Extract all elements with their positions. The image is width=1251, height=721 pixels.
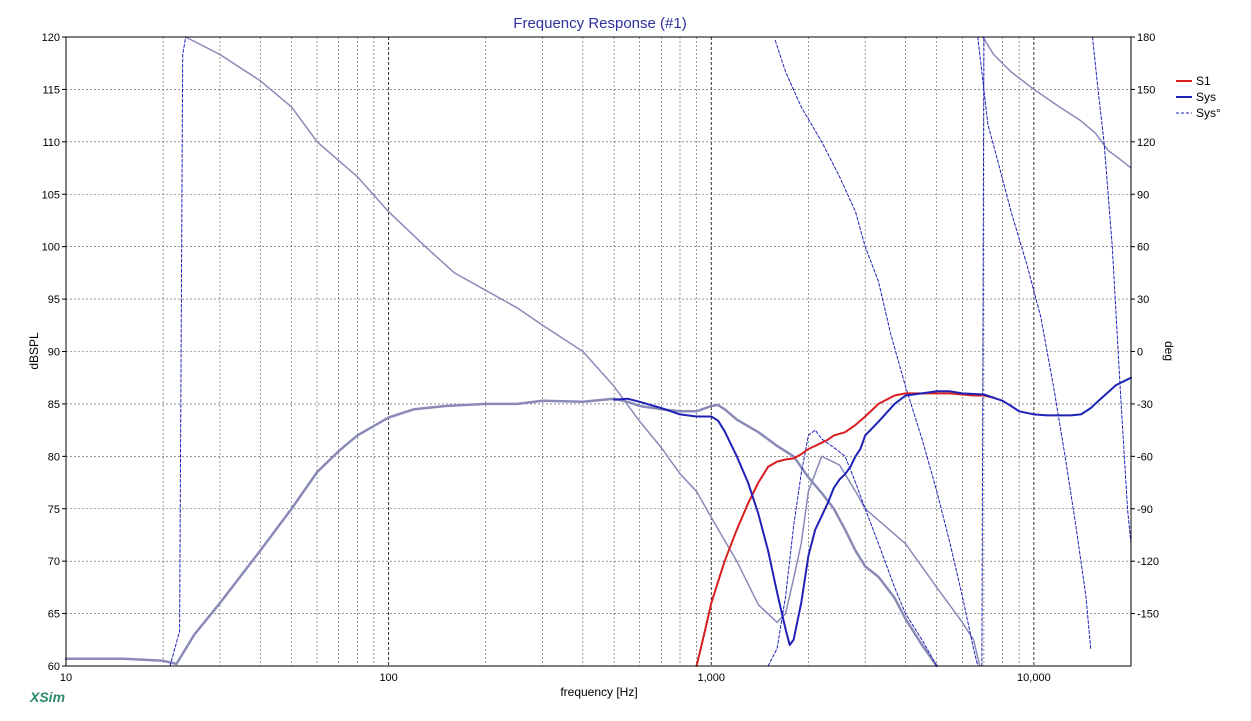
series-sys-phase-line bbox=[767, 429, 938, 667]
y-tick-label: 85 bbox=[48, 399, 60, 411]
x-axis-label: frequency [Hz] bbox=[560, 685, 637, 699]
y-tick-label: 65 bbox=[48, 609, 60, 621]
y2-tick-label: 90 bbox=[1137, 189, 1149, 201]
x-tick-label: 10 bbox=[60, 672, 72, 684]
y2-tick-label: 120 bbox=[1137, 137, 1155, 149]
series-sys-phase-line bbox=[774, 40, 979, 667]
y2-tick-label: 180 bbox=[1137, 32, 1155, 44]
x-tick-label: 100 bbox=[379, 672, 397, 684]
y2-tick-label: -60 bbox=[1137, 451, 1153, 463]
series-sys-phase-line bbox=[981, 36, 985, 667]
plot-curves bbox=[64, 36, 1132, 668]
plot-frame bbox=[65, 36, 1132, 667]
y2-tick-label: -30 bbox=[1137, 399, 1153, 411]
y2-tick-label: 150 bbox=[1137, 84, 1155, 96]
series-sys-phase-line bbox=[977, 36, 1092, 649]
legend-label: Sys° bbox=[1196, 106, 1221, 120]
y-tick-label: 100 bbox=[42, 242, 60, 254]
y2-axis-ticks: -150 -120 -90 -60 -30 0 30 60 90 120 150 180 bbox=[1131, 32, 1159, 621]
y-tick-label: 80 bbox=[48, 451, 60, 463]
y-tick-label: 90 bbox=[48, 347, 60, 359]
y-tick-label: 105 bbox=[42, 189, 60, 201]
y-tick-label: 75 bbox=[48, 504, 60, 516]
y2-tick-label: 0 bbox=[1137, 347, 1143, 359]
series-sys-line bbox=[613, 376, 1132, 646]
y2-tick-label: 60 bbox=[1137, 242, 1149, 254]
xsim-logo: XSim bbox=[30, 689, 66, 705]
y-axis-label: dBSPL bbox=[27, 332, 41, 370]
legend: S1 Sys Sys° bbox=[1176, 74, 1221, 120]
y2-tick-label: 30 bbox=[1137, 294, 1149, 306]
series-gray-line bbox=[982, 36, 1132, 169]
x-tick-label: 1,000 bbox=[697, 672, 725, 684]
series-sys-phase-line bbox=[1092, 36, 1132, 545]
y-tick-label: 60 bbox=[48, 661, 60, 673]
y2-tick-label: -120 bbox=[1137, 556, 1159, 568]
y-axis-ticks: 60 65 70 75 80 85 90 95 100 105 110 115 120 bbox=[42, 32, 66, 673]
legend-label: Sys bbox=[1196, 90, 1216, 104]
series-gray-line bbox=[184, 36, 981, 667]
y-tick-label: 95 bbox=[48, 294, 60, 306]
y2-axis-label: deg bbox=[1162, 341, 1176, 361]
y-tick-label: 115 bbox=[42, 84, 60, 96]
x-axis-ticks: 10 100 1,000 10,000 bbox=[60, 672, 1051, 684]
series-sys-phase-line bbox=[169, 36, 187, 667]
chart-title: Frequency Response (#1) bbox=[513, 15, 686, 32]
series-gray-line bbox=[64, 397, 939, 668]
series-s1-line bbox=[695, 392, 995, 667]
y-tick-label: 120 bbox=[42, 32, 60, 44]
y-tick-label: 70 bbox=[48, 556, 60, 568]
grid bbox=[66, 37, 1132, 666]
x-tick-label: 10,000 bbox=[1017, 672, 1051, 684]
y2-tick-label: -150 bbox=[1137, 609, 1159, 621]
y-tick-label: 110 bbox=[42, 137, 60, 149]
y2-tick-label: -90 bbox=[1137, 504, 1153, 516]
legend-label: S1 bbox=[1196, 74, 1211, 88]
